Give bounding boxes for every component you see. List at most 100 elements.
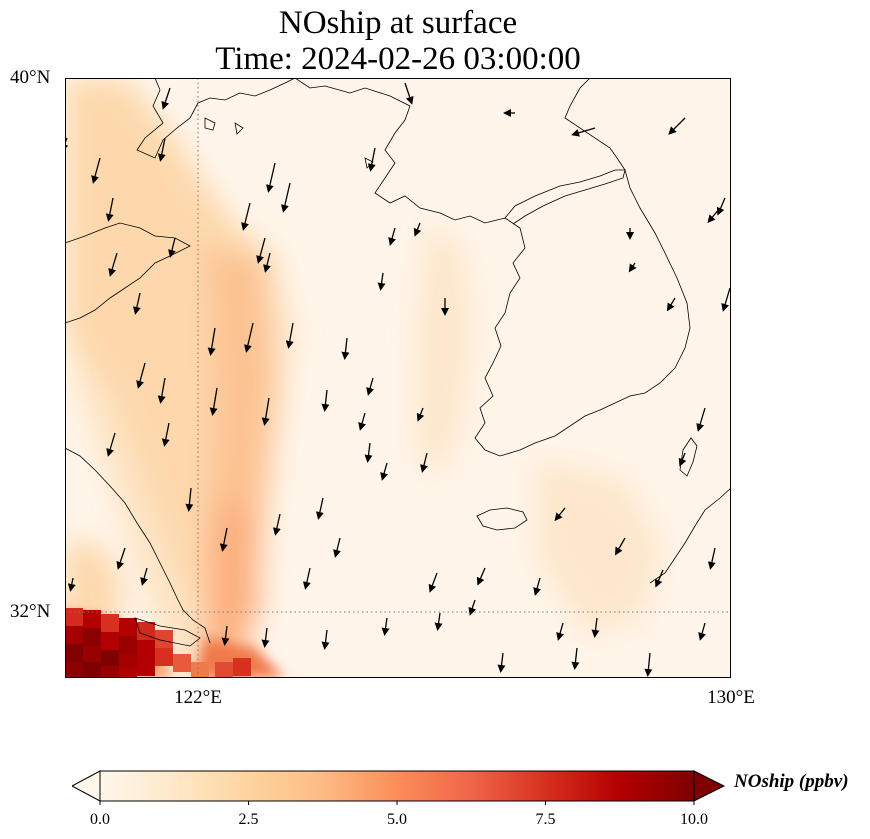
wind-arrow [241,202,251,231]
wind-arrow [721,287,731,312]
coast-kyushu [649,487,731,584]
wind-arrow [91,157,101,184]
wind-arrow [571,647,580,670]
wind-arrow [321,389,330,412]
wind-arrow [321,629,330,650]
wind-arrow [388,227,396,246]
coast-korea-northeast [564,78,626,171]
wind-arrow [678,452,687,467]
gridlines [65,78,731,678]
colorbar-extend-max [693,770,726,802]
wind-arrow [108,252,118,277]
wind-arrow [366,377,374,396]
colorbar-tick-label: 7.5 [535,811,556,828]
coast-tsushima [679,437,698,477]
wind-arrow [628,262,637,273]
coast-liaodong [136,78,296,159]
wind-arrow [358,412,366,431]
wind-arrows [65,82,731,677]
wind-arrow [116,547,126,570]
map-canvas [65,78,731,678]
wind-arrow [272,513,281,536]
wind-arrow [261,397,270,426]
wind-arrow [591,617,600,638]
wind-arrow [533,577,541,596]
wind-arrow [654,569,664,588]
coast-jiangsu [65,447,211,644]
wind-arrow [698,622,706,641]
colorbar-extend-min [72,770,101,802]
coast-bohai-north [294,78,506,224]
wind-arrow [132,292,141,315]
wind-arrow [468,599,477,616]
coast-changjiang [134,617,201,647]
wind-arrow [476,567,486,586]
wind-arrow [716,197,726,216]
wind-arrow [65,137,69,152]
map-frame [65,78,731,678]
wind-arrow [161,87,171,110]
wind-arrow [315,497,324,520]
wind-arrow [209,387,218,416]
wind-arrow [105,197,114,222]
wind-arrow [571,127,596,137]
wind-arrow [302,567,311,590]
wind-arrow [434,612,443,631]
wind-arrow [161,422,170,447]
wind-arrow [106,432,116,457]
coast-korea-west [474,169,691,457]
wind-arrow [168,237,176,258]
colorbar-tick-label: 5.0 [387,811,407,828]
colorbar-tick-label: 0.0 [90,811,110,828]
wind-arrow [266,162,276,193]
wind-arrow [285,322,294,349]
wind-arrow [263,252,271,273]
lon-label-122e: 122°E [174,687,222,708]
wind-arrow [377,272,386,291]
wind-arrow [333,537,341,558]
wind-arrow [140,567,148,586]
wind-arrow [413,222,422,237]
wind-arrow [666,297,676,312]
wind-arrow [644,652,653,677]
wind-arrow [136,362,146,389]
wind-arrow [404,82,414,105]
wind-arrow [707,547,716,570]
wind-arrow [707,207,721,224]
concentration-field [65,78,665,678]
wind-arrow [157,377,166,404]
coastlines [65,78,731,647]
wind-arrow [157,137,166,162]
wind-arrow [261,627,270,648]
coast-shandong [65,222,191,324]
wind-arrow [554,507,566,522]
wind-arrow [221,625,230,646]
colorbar-tick-label: 10.0 [680,811,708,828]
colorbar-gradient [99,770,695,802]
wind-arrow [281,182,291,213]
wind-arrow [668,117,686,135]
wind-arrow [219,527,228,552]
wind-arrow [185,487,194,512]
wind-arrow [381,617,390,636]
colorbar [72,770,726,805]
colorbar-tick-label: 2.5 [238,811,259,828]
wind-arrow [497,652,506,673]
lat-label-32n: 32°N [10,601,51,622]
wind-arrow [428,572,438,593]
wind-arrow [67,577,76,592]
wind-arrow [341,337,350,360]
lon-label-130e: 130°E [707,687,755,708]
wind-arrow [364,442,373,463]
wind-arrow [256,237,266,264]
wind-arrow [615,537,626,556]
wind-arrow [207,327,216,356]
map-panel [65,78,731,678]
wind-arrow [416,407,425,422]
colorbar-label: NOship (ppbv) [734,771,849,792]
coast-jeju [476,507,528,531]
lat-label-40n: 40°N [10,67,51,88]
title-line-2: Time: 2024-02-26 03:00:00 [215,41,581,77]
title-line-1: NOship at surface [278,5,518,41]
wind-arrow [556,622,564,641]
